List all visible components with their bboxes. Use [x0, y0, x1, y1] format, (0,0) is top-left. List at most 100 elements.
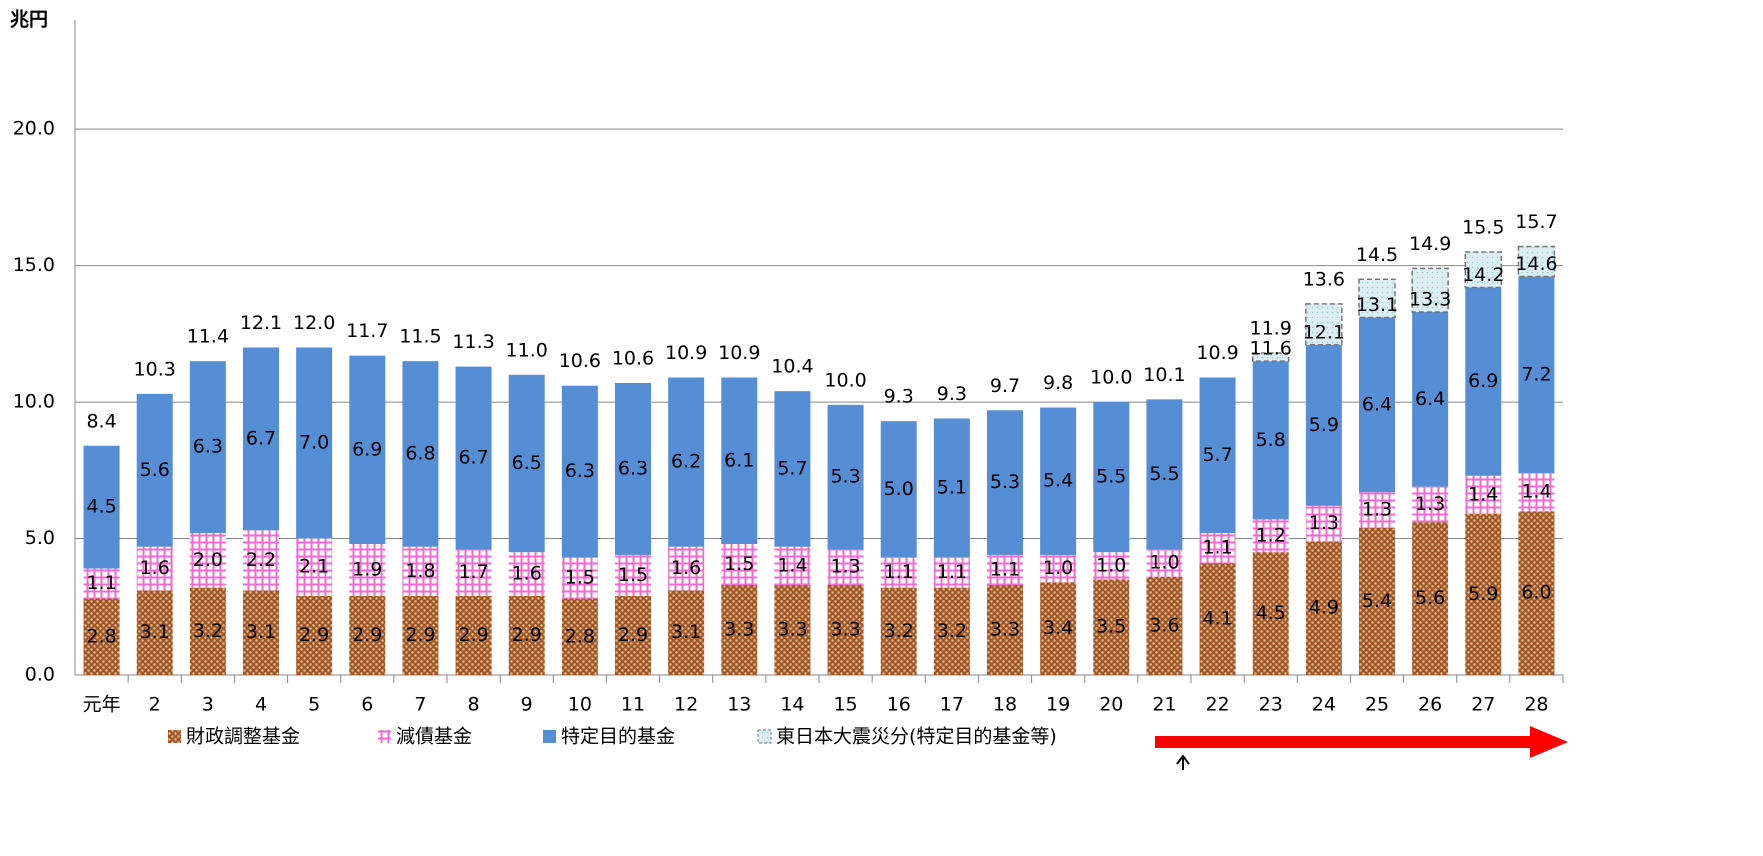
- value-label: 5.4: [1043, 470, 1073, 492]
- x-tick-label: 7: [414, 694, 426, 716]
- value-label: 1.6: [671, 557, 701, 579]
- value-label: 5.0: [884, 478, 914, 500]
- bar-segment: [1093, 552, 1130, 580]
- value-label: 6.9: [352, 438, 382, 460]
- value-label: 3.2: [937, 620, 967, 642]
- bar-segment: [243, 590, 279, 675]
- bar-segment: [668, 590, 705, 675]
- value-label: 3.4: [1043, 617, 1073, 639]
- bar-segment: [827, 584, 864, 675]
- bar-segment: [1252, 361, 1289, 520]
- bar-segment: [136, 590, 173, 675]
- legend-swatch: [378, 730, 391, 743]
- bar-segment: [1412, 312, 1449, 487]
- subtotal-label: 13.3: [1409, 289, 1451, 311]
- value-label: 1.1: [990, 558, 1020, 580]
- bar-segment: [508, 374, 545, 553]
- value-label: 1.1: [86, 572, 116, 594]
- bar-segment: [933, 418, 970, 558]
- bar-segment: [1411, 267, 1449, 313]
- x-tick-label: 18: [993, 694, 1017, 716]
- value-label: 4.1: [1202, 608, 1232, 630]
- value-label: 6.9: [1468, 370, 1498, 392]
- value-label: 3.3: [990, 618, 1020, 640]
- bar-segment: [1040, 582, 1077, 675]
- value-label: 3.1: [246, 621, 276, 643]
- bar-segment: [1359, 317, 1395, 493]
- bar-segment: [1359, 527, 1395, 675]
- value-label: 1.3: [1415, 493, 1445, 515]
- bar-segment: [136, 393, 173, 547]
- legend-label: 特定目的基金: [561, 726, 675, 748]
- x-tick-label: 21: [1152, 694, 1176, 716]
- legend-label: 東日本大震災分(特定目的基金等): [776, 726, 1057, 748]
- value-label: 1.3: [1309, 512, 1339, 534]
- total-label: 12.0: [293, 312, 335, 334]
- total-label: 11.0: [506, 339, 548, 361]
- total-label: 9.7: [990, 375, 1020, 397]
- bar-segment: [1251, 352, 1290, 362]
- x-tick-label: 20: [1099, 694, 1123, 716]
- bar-segment: [827, 549, 864, 585]
- y-tick-label: 10.0: [13, 391, 55, 413]
- bar-segment: [668, 546, 705, 591]
- x-tick-label: 12: [674, 694, 698, 716]
- value-label: 1.1: [1202, 537, 1232, 559]
- bar-segment: [561, 557, 598, 599]
- value-label: 6.1: [724, 449, 754, 471]
- total-label: 14.9: [1409, 233, 1451, 255]
- value-label: 4.9: [1309, 597, 1339, 619]
- total-label: 9.3: [884, 386, 914, 408]
- value-label: 3.2: [193, 620, 223, 642]
- x-tick-label: 17: [940, 694, 964, 716]
- bar-segment: [1252, 552, 1289, 675]
- value-label: 2.9: [405, 624, 435, 646]
- y-tick-label: 20.0: [13, 118, 55, 140]
- subtotal-label: 12.1: [1303, 321, 1345, 343]
- x-tick-label: 15: [833, 694, 857, 716]
- total-label: 10.4: [771, 356, 813, 378]
- x-tick-label: 23: [1259, 694, 1283, 716]
- value-label: 6.7: [246, 427, 276, 449]
- total-label: 10.6: [559, 350, 601, 372]
- total-label: 13.6: [1303, 268, 1345, 290]
- bar-segment: [1465, 513, 1502, 675]
- value-label: 1.0: [1096, 554, 1126, 576]
- bar-segment: [189, 361, 226, 534]
- bar-segment: [1359, 492, 1395, 528]
- value-label: 1.9: [352, 558, 382, 580]
- total-label: 11.7: [346, 320, 388, 342]
- bar-segment: [402, 546, 439, 596]
- x-tick-label: 6: [361, 694, 373, 716]
- bar-segment: [1252, 519, 1289, 553]
- value-label: 6.3: [618, 457, 648, 479]
- x-tick-label: 25: [1365, 694, 1389, 716]
- bar-segment: [136, 546, 173, 591]
- value-label: 2.9: [352, 624, 382, 646]
- bar-segment: [1199, 377, 1236, 534]
- value-label: 3.3: [724, 618, 754, 640]
- x-tick-label: 14: [780, 694, 804, 716]
- bar-segment: [1146, 576, 1183, 675]
- value-label: 2.1: [299, 556, 329, 578]
- value-label: 1.5: [724, 553, 754, 575]
- bar-segment: [933, 557, 970, 588]
- bar-segment: [615, 554, 651, 596]
- value-label: 2.0: [193, 549, 223, 571]
- bar-segment: [1518, 276, 1555, 474]
- total-label: 10.9: [1196, 342, 1238, 364]
- total-label: 11.9: [1250, 317, 1292, 339]
- value-label: 6.4: [1415, 388, 1445, 410]
- value-label: 2.8: [86, 625, 116, 647]
- bar-segment: [561, 598, 598, 675]
- value-label: 3.2: [884, 620, 914, 642]
- bar-segment: [189, 587, 226, 675]
- value-label: 1.8: [405, 560, 435, 582]
- value-label: 2.9: [512, 624, 542, 646]
- bar-segment: [987, 584, 1023, 675]
- bar-segment: [1305, 505, 1342, 542]
- bar-segment: [243, 530, 279, 591]
- value-label: 5.6: [1415, 587, 1445, 609]
- bar-segment: [402, 595, 439, 675]
